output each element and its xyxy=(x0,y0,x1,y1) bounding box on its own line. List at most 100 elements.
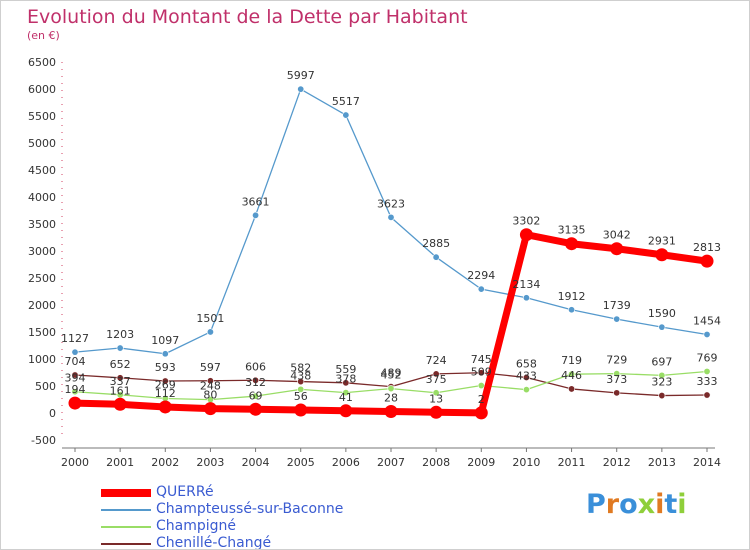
data-label: 2294 xyxy=(467,269,495,282)
legend-label: Champigné xyxy=(156,518,237,534)
logo-letter: o xyxy=(619,489,638,520)
y-tick-label: 5000 xyxy=(28,137,56,150)
data-label: 5517 xyxy=(332,95,360,108)
legend-swatch xyxy=(101,489,151,497)
data-point xyxy=(297,85,305,93)
legend-label: QUERRé xyxy=(156,484,214,500)
data-point xyxy=(700,254,714,268)
data-label: 3042 xyxy=(603,229,631,242)
data-label: 1127 xyxy=(61,332,89,345)
data-label: 1203 xyxy=(106,328,134,341)
data-point xyxy=(474,406,488,420)
data-point xyxy=(613,315,621,323)
data-point xyxy=(568,385,576,393)
x-tick-label: 2004 xyxy=(242,456,270,469)
data-label: 2134 xyxy=(512,278,540,291)
data-point xyxy=(522,294,530,302)
data-point xyxy=(161,350,169,358)
data-point xyxy=(658,392,666,400)
x-tick-label: 2000 xyxy=(61,456,89,469)
data-point xyxy=(297,378,305,386)
data-label: 582 xyxy=(290,362,311,375)
data-label: 161 xyxy=(110,384,131,397)
data-label: 1097 xyxy=(151,334,179,347)
y-tick-label: 6000 xyxy=(28,83,56,96)
data-label: 375 xyxy=(426,373,447,386)
data-label: 337 xyxy=(110,375,131,388)
logo-letter: r xyxy=(605,489,620,520)
data-label: 1739 xyxy=(603,299,631,312)
data-point xyxy=(203,402,217,416)
data-label: 3135 xyxy=(558,224,586,237)
data-point xyxy=(703,391,711,399)
legend-label: Champteussé-sur-Baconne xyxy=(156,501,344,517)
data-point xyxy=(113,397,127,411)
unit-label: (en €) xyxy=(27,29,60,42)
data-label: 606 xyxy=(245,360,266,373)
data-label: 312 xyxy=(245,376,266,389)
data-label: 373 xyxy=(606,373,627,386)
series-querr xyxy=(68,228,714,420)
data-point xyxy=(565,237,579,251)
data-label: 3623 xyxy=(377,197,405,210)
logo-letter: t xyxy=(664,489,678,520)
data-label: 69 xyxy=(249,389,263,402)
data-labels: 704 652 593 597 606 582 559 489 724 745 658 446 373 3… xyxy=(61,69,721,406)
data-label: 3661 xyxy=(242,195,270,208)
data-label: 41 xyxy=(339,391,353,404)
x-tick-label: 2012 xyxy=(603,456,631,469)
data-label: 56 xyxy=(294,390,308,403)
logo-letter: i xyxy=(655,489,665,520)
data-point xyxy=(68,396,82,410)
data-point xyxy=(252,376,260,384)
data-point xyxy=(339,404,353,418)
data-label: 745 xyxy=(471,353,492,366)
data-label: 333 xyxy=(697,375,718,388)
y-tick-label: 1000 xyxy=(28,353,56,366)
data-label: 194 xyxy=(65,383,86,396)
x-tick-label: 2005 xyxy=(287,456,315,469)
chart-title: Evolution du Montant de la Dette par Hab… xyxy=(27,6,468,28)
x-tick-label: 2011 xyxy=(558,456,586,469)
data-point xyxy=(519,228,533,242)
legend-swatch xyxy=(101,526,151,528)
y-tick-label: 2000 xyxy=(28,299,56,312)
data-label: 394 xyxy=(65,372,86,385)
series-champteuss-sur-baconne xyxy=(71,85,711,358)
data-label: 446 xyxy=(561,369,582,382)
data-point xyxy=(610,242,624,256)
x-tick-label: 2007 xyxy=(377,456,405,469)
logo-letter: P xyxy=(586,489,606,520)
series-line xyxy=(74,88,708,355)
y-tick-label: 3500 xyxy=(28,218,56,231)
data-label: 378 xyxy=(335,373,356,386)
x-tick-label: 2006 xyxy=(332,456,360,469)
data-label: 1590 xyxy=(648,307,676,320)
tick-labels: -500 0 500 1000 1500 2000 2500 3000 3500 4000 4500… xyxy=(28,56,721,469)
data-point xyxy=(658,371,666,379)
data-point xyxy=(432,253,440,261)
data-point xyxy=(432,389,440,397)
data-label: 724 xyxy=(426,354,447,367)
data-point xyxy=(158,400,172,414)
data-label: 559 xyxy=(335,363,356,376)
axes xyxy=(61,62,715,452)
data-label: 2 xyxy=(478,393,485,406)
data-label: 769 xyxy=(697,351,718,364)
data-label: 509 xyxy=(471,366,492,379)
x-tick-label: 2010 xyxy=(512,456,540,469)
data-point xyxy=(294,403,308,417)
data-point xyxy=(477,369,485,377)
data-label: 323 xyxy=(651,376,672,389)
data-label: 704 xyxy=(65,355,86,368)
data-point xyxy=(568,306,576,314)
data-point xyxy=(477,285,485,293)
data-point xyxy=(71,371,79,379)
data-point xyxy=(252,211,260,219)
data-point xyxy=(71,388,79,396)
y-tick-label: 6500 xyxy=(28,56,56,69)
y-tick-label: 3000 xyxy=(28,245,56,258)
data-point xyxy=(522,386,530,394)
data-label: 1501 xyxy=(196,312,224,325)
data-label: 433 xyxy=(516,370,537,383)
